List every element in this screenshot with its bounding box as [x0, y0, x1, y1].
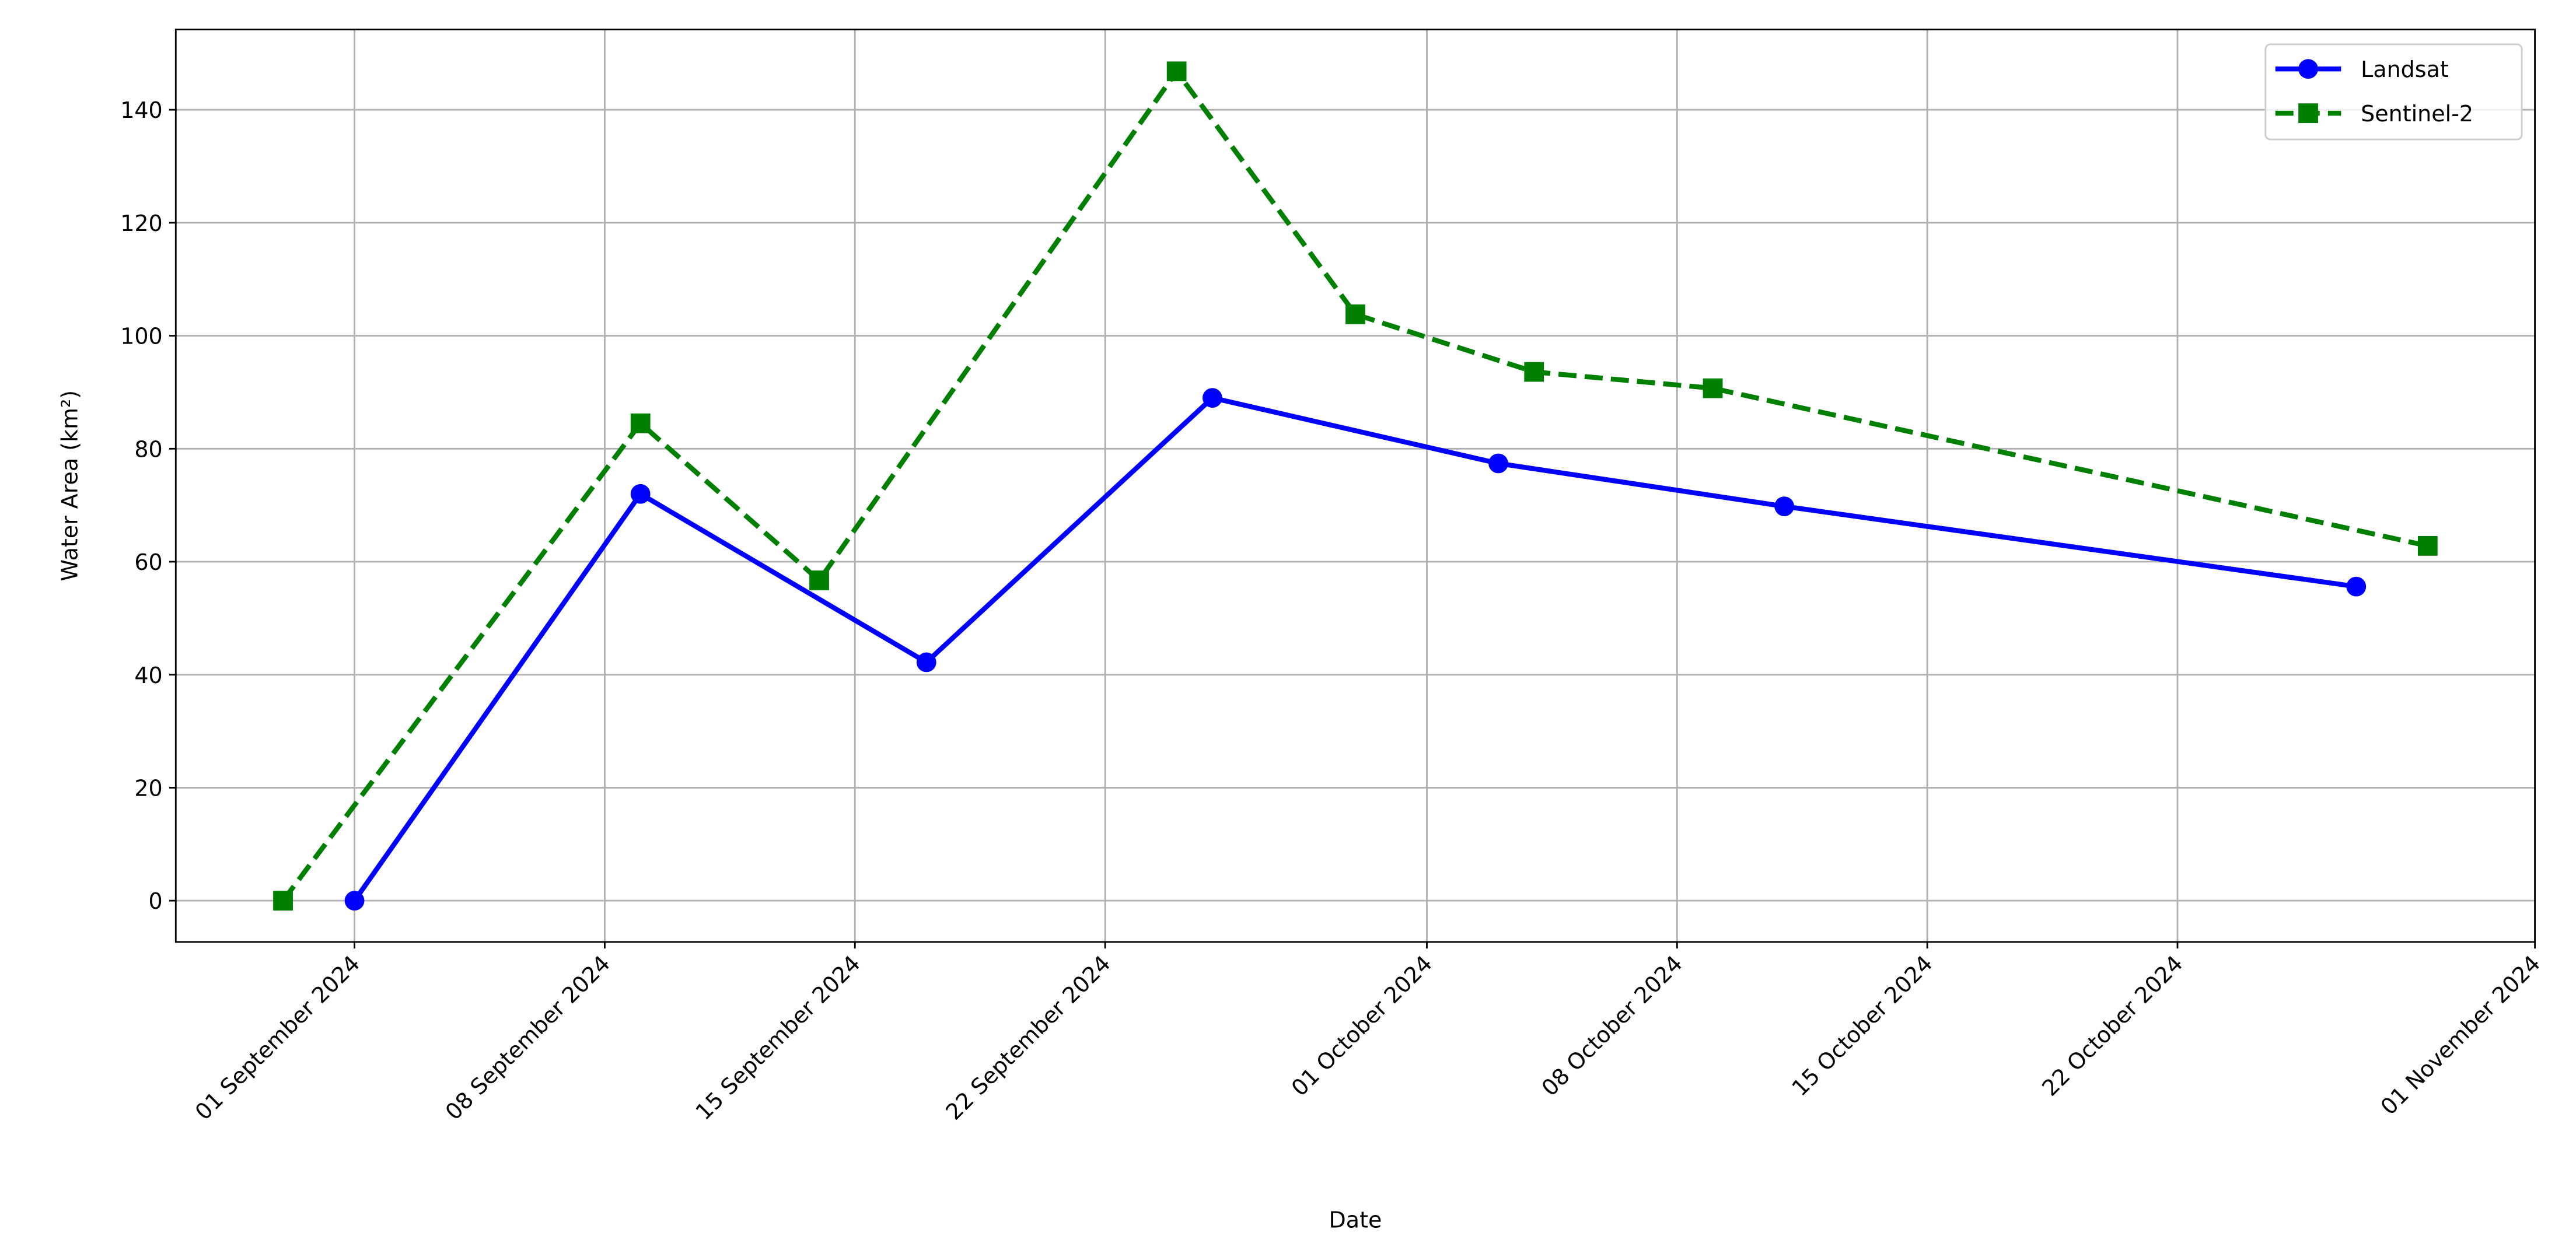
y-tick-label: 120: [120, 211, 163, 236]
series-line: [281, 67, 2428, 902]
marker: [630, 484, 651, 504]
x-axis-label: Date: [1329, 1207, 1382, 1233]
y-tick-label: 40: [134, 663, 162, 688]
marker: [2346, 576, 2367, 597]
y-axis-label: Water Area (km²): [57, 390, 82, 582]
y-tick-label: 0: [149, 888, 163, 914]
marker: [1202, 388, 1222, 408]
marker: [1524, 362, 1544, 382]
marker: [1774, 496, 1794, 516]
marker: [2298, 103, 2318, 123]
legend-label: Sentinel-2: [2361, 101, 2473, 127]
marker: [1345, 304, 1365, 324]
y-tick-label: 80: [134, 436, 162, 462]
marker: [344, 891, 365, 911]
y-tick-label: 100: [120, 324, 163, 349]
axes-frame: [174, 29, 2536, 943]
marker: [2298, 59, 2318, 79]
grid: [176, 29, 2536, 942]
marker: [273, 891, 293, 911]
marker: [1488, 453, 1508, 474]
marker: [2417, 536, 2438, 556]
legend-label: Landsat: [2361, 57, 2449, 82]
y-tick-label: 140: [120, 97, 163, 123]
y-tick-label: 60: [134, 549, 162, 575]
plot-area: [273, 61, 2438, 911]
marker: [916, 652, 936, 673]
marker: [809, 570, 829, 590]
marker: [630, 413, 651, 433]
marker: [1166, 61, 1187, 82]
marker: [1703, 378, 1723, 398]
y-tick-label: 20: [134, 776, 162, 801]
legend: Landsat Sentinel-2: [2264, 43, 2523, 141]
